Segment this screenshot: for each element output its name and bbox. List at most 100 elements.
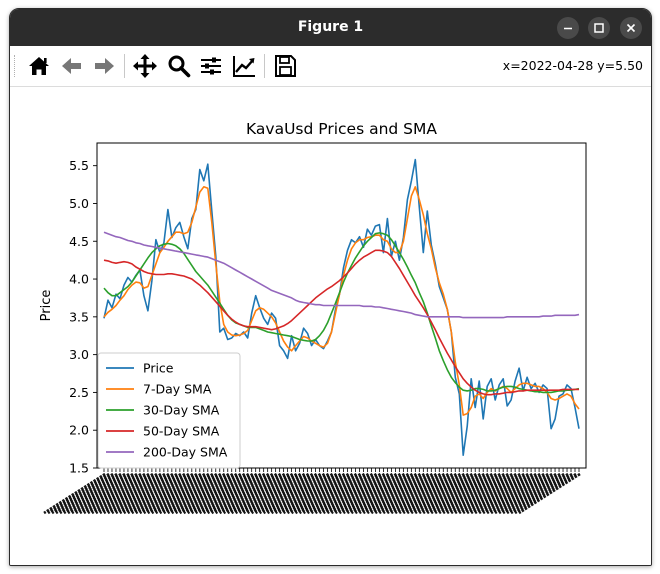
x-tick-label xyxy=(518,472,581,515)
forward-button[interactable] xyxy=(90,52,118,80)
x-tick-label xyxy=(474,472,537,515)
toolbar-separator xyxy=(124,54,125,78)
x-tick-label xyxy=(498,472,561,515)
x-tick-label xyxy=(95,472,158,515)
x-tick-label xyxy=(410,472,473,515)
x-tick-label xyxy=(342,472,406,515)
y-tick-label: 3.5 xyxy=(69,309,89,324)
back-arrow-icon xyxy=(62,58,81,74)
x-tick-label xyxy=(362,472,426,515)
figure-window: Figure 1 xyxy=(9,8,652,566)
x-tick-label xyxy=(350,472,414,515)
toolbar-grip[interactable] xyxy=(14,55,18,77)
save-icon xyxy=(275,55,296,77)
x-tick-label xyxy=(510,472,573,515)
plot-frame xyxy=(96,142,587,469)
x-tick-label xyxy=(374,472,438,515)
pan-button[interactable] xyxy=(131,52,159,80)
x-tick-label xyxy=(278,472,342,515)
title-bar[interactable]: Figure 1 xyxy=(10,9,651,46)
x-tick-label xyxy=(490,472,553,515)
x-tick-label xyxy=(290,472,354,515)
zoom-button[interactable] xyxy=(165,52,193,80)
x-tick-label xyxy=(382,472,445,515)
x-tick-label xyxy=(119,472,182,515)
x-tick-label xyxy=(167,472,230,515)
x-tick-label xyxy=(434,472,497,515)
x-tick-label xyxy=(446,472,509,515)
x-tick-label xyxy=(470,472,533,515)
window-title: Figure 1 xyxy=(297,19,364,35)
x-tick-label xyxy=(218,472,282,515)
x-tick-label xyxy=(159,472,222,515)
legend-entry: 50-Day SMA xyxy=(143,424,220,439)
x-tick-label xyxy=(398,472,461,515)
x-tick-label xyxy=(430,472,493,515)
x-tick-label xyxy=(155,472,218,515)
x-tick-label xyxy=(63,472,126,515)
x-tick-label xyxy=(242,472,306,515)
maximize-icon xyxy=(594,23,604,33)
close-button[interactable] xyxy=(620,17,642,39)
x-tick-label xyxy=(43,472,106,515)
x-tick-label xyxy=(175,472,238,515)
close-icon xyxy=(626,23,636,33)
x-tick-label xyxy=(454,472,517,515)
save-button[interactable] xyxy=(271,52,299,80)
figure-canvas[interactable]: KavaUsd Prices and SMA Price 1.5 2.0 2.5 3.0 3… xyxy=(10,87,651,565)
x-tick-label xyxy=(51,472,114,515)
x-tick-label xyxy=(358,472,422,515)
x-tick-label xyxy=(442,472,505,515)
x-tick-label xyxy=(123,472,186,515)
forward-arrow-icon xyxy=(95,58,114,74)
x-tick-label xyxy=(67,472,130,515)
back-button[interactable] xyxy=(58,52,86,80)
x-tick-label xyxy=(266,472,330,515)
chart-title: KavaUsd Prices and SMA xyxy=(246,120,437,138)
x-tick-label xyxy=(179,472,242,515)
x-tick-label xyxy=(262,472,326,515)
x-tick-label xyxy=(99,472,162,515)
x-tick-label xyxy=(514,472,577,515)
x-tick-label xyxy=(111,472,174,515)
x-tick-label xyxy=(366,472,430,515)
maximize-button[interactable] xyxy=(588,17,610,39)
x-tick-label xyxy=(226,472,290,515)
x-tick-label xyxy=(450,472,513,515)
x-tick-label xyxy=(210,472,274,515)
x-tick-label xyxy=(330,472,394,515)
x-tick-label xyxy=(418,472,481,515)
x-tick-label xyxy=(234,472,298,515)
cursor-coordinates: x=2022-04-28 y=5.50 xyxy=(502,58,643,73)
y-axis-label: Price xyxy=(39,290,54,322)
x-tick-label xyxy=(286,472,350,515)
x-tick-label xyxy=(394,472,457,515)
toolbar-separator xyxy=(264,54,265,78)
y-tick-label: 2.0 xyxy=(69,423,89,438)
x-tick-label xyxy=(246,472,310,515)
x-tick-label xyxy=(171,472,234,515)
x-tick-label xyxy=(147,472,210,515)
legend-entry: 30-Day SMA xyxy=(143,403,220,418)
x-tick-label xyxy=(506,472,569,515)
x-tick-label xyxy=(466,472,529,515)
x-tick-label xyxy=(151,472,214,515)
x-tick-label xyxy=(462,472,525,515)
x-tick-label xyxy=(346,472,410,515)
x-tick-label xyxy=(306,472,370,515)
price-chart[interactable]: KavaUsd Prices and SMA Price 1.5 2.0 2.5 3.0 3… xyxy=(10,87,651,565)
x-tick-label xyxy=(131,472,194,515)
home-button[interactable] xyxy=(25,52,53,80)
zoom-icon xyxy=(168,55,191,78)
x-tick-label xyxy=(422,472,485,515)
x-tick-label xyxy=(274,472,338,515)
x-tick-label xyxy=(310,472,374,515)
edit-axes-button[interactable] xyxy=(230,52,258,80)
x-tick-label xyxy=(458,472,521,515)
minimize-button[interactable] xyxy=(557,17,579,39)
configure-subplots-button[interactable] xyxy=(197,52,225,80)
x-tick-label xyxy=(198,472,262,515)
x-tick-label xyxy=(190,472,254,515)
y-tick-label: 4.5 xyxy=(69,234,89,249)
y-tick-label: 1.5 xyxy=(69,461,89,476)
